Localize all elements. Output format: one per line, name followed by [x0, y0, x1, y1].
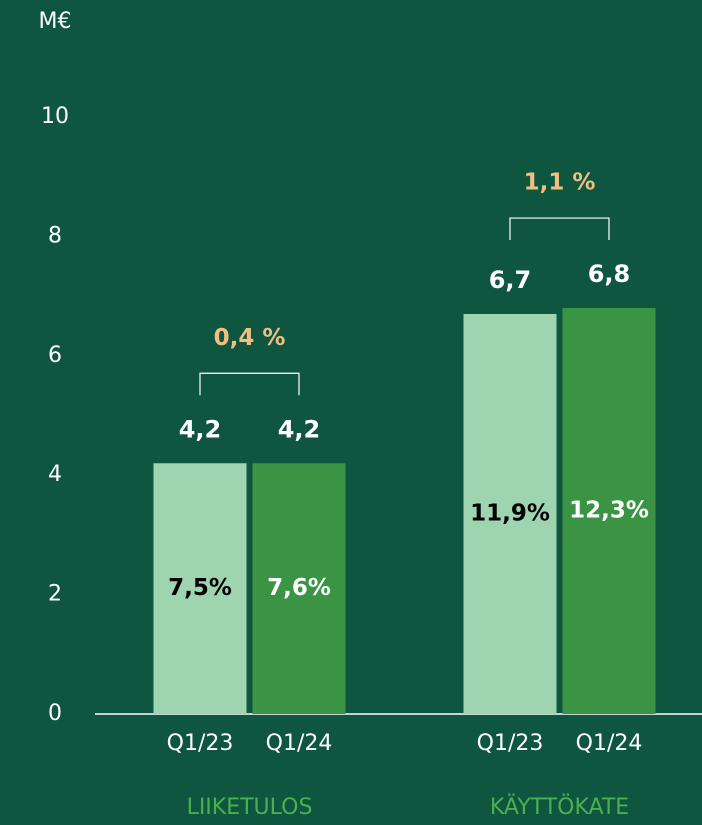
y-tick-label: 2 — [48, 582, 62, 607]
category-label: LIIKETULOS — [187, 795, 313, 820]
inner-label: 11,9% — [470, 501, 550, 527]
bar — [562, 308, 656, 714]
y-tick-label: 4 — [48, 462, 62, 487]
change-label: 0,4 % — [214, 325, 286, 351]
x-tick-label: Q1/23 — [167, 731, 234, 756]
change-bracket — [509, 217, 610, 241]
x-tick-label: Q1/24 — [266, 731, 333, 756]
value-label: 6,8 — [588, 260, 631, 288]
bar — [463, 314, 557, 714]
value-label: 4,2 — [179, 415, 222, 443]
change-bracket — [199, 372, 300, 396]
x-tick-label: Q1/23 — [477, 731, 544, 756]
y-tick-label: 6 — [48, 343, 62, 368]
x-tick-label: Q1/24 — [576, 731, 643, 756]
inner-label: 12,3% — [569, 498, 649, 524]
change-label: 1,1 % — [524, 170, 596, 196]
category-label: KÄYTTÖKATE — [490, 794, 629, 820]
inner-label: 7,6% — [267, 575, 331, 601]
y-tick-label: 10 — [41, 104, 69, 129]
bar — [252, 463, 346, 714]
y-axis-unit: M€ — [39, 9, 72, 34]
inner-label: 7,5% — [168, 575, 232, 601]
y-tick-label: 8 — [48, 223, 62, 248]
value-label: 6,7 — [489, 266, 532, 294]
y-tick-label: 0 — [48, 701, 62, 726]
bar — [153, 463, 247, 714]
value-label: 4,2 — [278, 415, 321, 443]
